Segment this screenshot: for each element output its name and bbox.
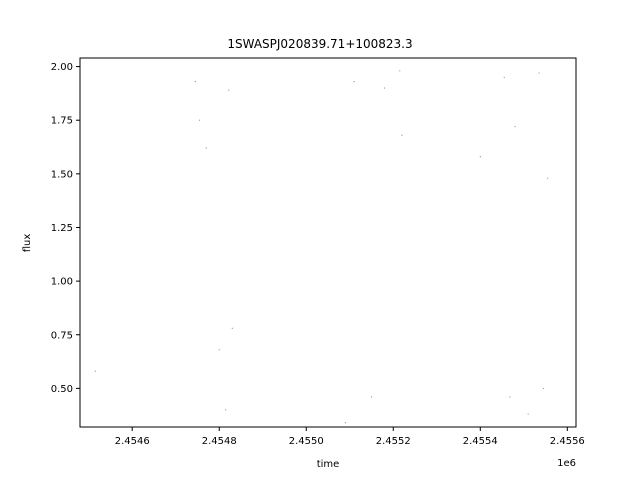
chart-title: 1SWASPJ020839.71+100823.3 [227,37,412,51]
y-tick-label: 0.50 [51,384,73,395]
data-point [527,413,529,415]
x-tick-label: 2.4550 [289,436,324,447]
data-point [225,409,227,411]
y-axis-label: flux [22,234,33,253]
data-point [542,387,544,389]
y-tick-label: 1.50 [51,169,73,180]
data-point [503,76,505,78]
data-points [94,70,549,424]
data-point [514,126,516,128]
data-point [353,81,355,83]
data-point [479,156,481,158]
x-axis-offset-label: 1e6 [557,458,576,469]
x-axis-label: time [317,459,340,470]
y-tick-label: 0.75 [51,330,73,341]
x-tick-label: 2.4552 [376,436,411,447]
x-tick-label: 2.4546 [115,436,150,447]
data-point [228,89,230,91]
data-point [205,147,207,149]
y-axis: 0.50 0.75 1.00 1.25 1.50 1.75 2.00 [51,62,80,395]
x-tick-label: 2.4556 [550,436,585,447]
data-point [509,396,511,398]
data-point [538,72,540,74]
data-point [94,370,96,372]
plot-frame [79,57,577,428]
x-axis: 2.4546 2.4548 2.4550 2.4552 2.4554 2.4556 [115,427,585,447]
y-tick-label: 1.25 [51,223,73,234]
data-point [401,134,403,136]
data-point [370,396,373,398]
data-point [194,81,196,83]
data-point [547,177,549,179]
data-point [218,349,220,351]
data-point [231,327,233,329]
data-point [399,70,401,72]
x-tick-label: 2.4548 [202,436,237,447]
y-tick-label: 1.00 [51,277,73,288]
data-point [199,119,201,121]
y-tick-label: 2.00 [51,62,73,73]
x-tick-label: 2.4554 [463,436,498,447]
data-point [384,87,386,89]
y-tick-label: 1.75 [51,116,73,127]
data-point [344,422,346,424]
